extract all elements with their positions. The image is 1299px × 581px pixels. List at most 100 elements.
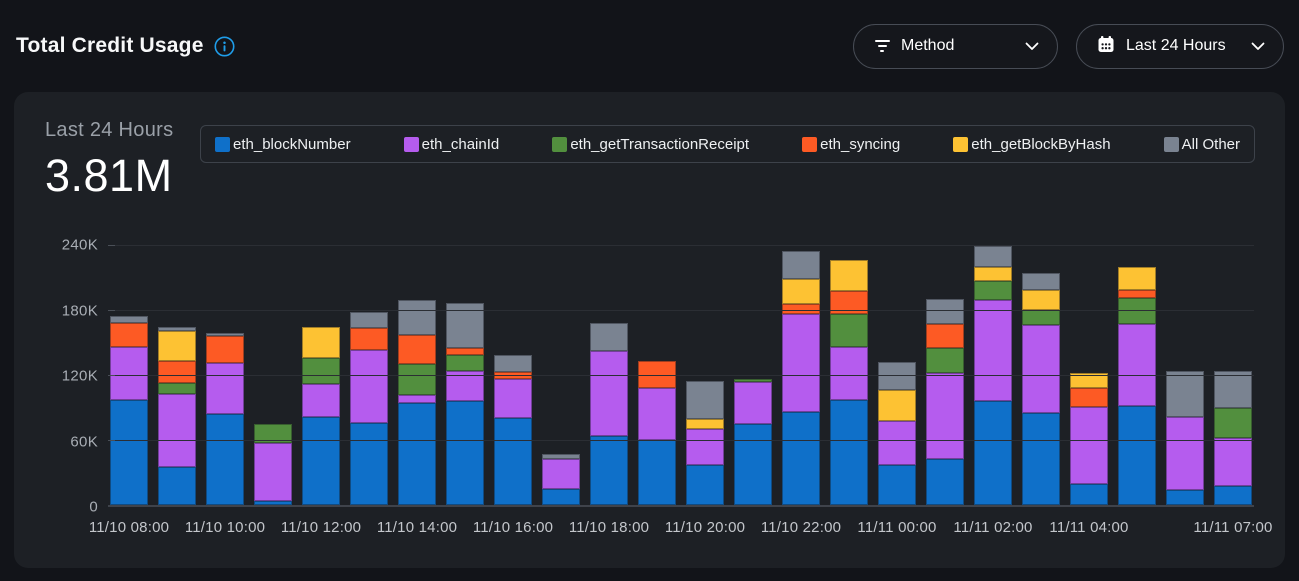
bar-segment[interactable] — [1070, 484, 1108, 505]
bar-segment[interactable] — [350, 423, 388, 505]
bar-segment[interactable] — [302, 357, 340, 384]
bar-segment[interactable] — [1166, 416, 1204, 490]
bar-segment[interactable] — [1022, 413, 1060, 505]
bar-segment[interactable] — [686, 380, 724, 419]
bar-segment[interactable] — [1118, 323, 1156, 406]
bar-segment[interactable] — [110, 400, 148, 505]
bar-11-11-05-00[interactable] — [1118, 267, 1156, 505]
bar-11-10-18-00[interactable] — [590, 322, 628, 505]
bar-segment[interactable] — [446, 347, 484, 356]
bar-segment[interactable] — [830, 291, 868, 314]
bar-segment[interactable] — [638, 439, 676, 505]
bar-segment[interactable] — [1022, 324, 1060, 414]
bar-segment[interactable] — [878, 464, 916, 505]
bar-segment[interactable] — [782, 304, 820, 314]
bar-segment[interactable] — [350, 349, 388, 424]
bar-segment[interactable] — [398, 394, 436, 404]
bar-segment[interactable] — [110, 316, 148, 323]
bar-segment[interactable] — [1166, 489, 1204, 505]
bar-11-10-20-00[interactable] — [686, 380, 724, 505]
bar-segment[interactable] — [1070, 372, 1108, 389]
bar-segment[interactable] — [1070, 388, 1108, 407]
bar-segment[interactable] — [638, 360, 676, 389]
bar-segment[interactable] — [782, 279, 820, 305]
bar-11-10-13-00[interactable] — [350, 311, 388, 505]
bar-segment[interactable] — [302, 416, 340, 505]
bar-11-10-09-00[interactable] — [158, 327, 196, 505]
bar-segment[interactable] — [1070, 406, 1108, 485]
bar-segment[interactable] — [302, 327, 340, 358]
bar-segment[interactable] — [158, 331, 196, 361]
bar-segment[interactable] — [830, 400, 868, 505]
bar-segment[interactable] — [926, 298, 964, 324]
bar-11-11-04-00[interactable] — [1070, 372, 1108, 505]
bar-11-10-22-00[interactable] — [782, 250, 820, 505]
bar-segment[interactable] — [1118, 289, 1156, 298]
bar-segment[interactable] — [734, 424, 772, 505]
bar-segment[interactable] — [830, 313, 868, 347]
bar-segment[interactable] — [158, 360, 196, 383]
bar-segment[interactable] — [254, 500, 292, 505]
bar-11-11-06-00[interactable] — [1166, 370, 1204, 505]
bar-segment[interactable] — [398, 364, 436, 395]
bar-segment[interactable] — [1166, 370, 1204, 417]
info-icon[interactable] — [214, 36, 235, 57]
bar-segment[interactable] — [158, 466, 196, 505]
bar-segment[interactable] — [542, 453, 580, 460]
bar-segment[interactable] — [1022, 289, 1060, 310]
bar-segment[interactable] — [590, 436, 628, 505]
bar-segment[interactable] — [1214, 407, 1252, 439]
bar-segment[interactable] — [686, 464, 724, 505]
bar-segment[interactable] — [590, 322, 628, 352]
bar-11-10-15-00[interactable] — [446, 303, 484, 505]
bar-segment[interactable] — [926, 372, 964, 460]
bar-segment[interactable] — [878, 390, 916, 421]
bar-segment[interactable] — [1214, 438, 1252, 487]
bar-11-10-08-00[interactable] — [110, 316, 148, 505]
bar-segment[interactable] — [398, 299, 436, 335]
legend-item[interactable]: eth_getBlockByHash — [953, 136, 1111, 153]
bar-segment[interactable] — [158, 382, 196, 394]
time-range-dropdown[interactable]: Last 24 Hours — [1076, 23, 1284, 69]
bar-segment[interactable] — [782, 412, 820, 505]
bar-11-11-01-00[interactable] — [926, 298, 964, 505]
bar-segment[interactable] — [1214, 370, 1252, 408]
bar-segment[interactable] — [350, 328, 388, 350]
bar-segment[interactable] — [542, 488, 580, 505]
bar-segment[interactable] — [878, 362, 916, 391]
bar-segment[interactable] — [1022, 272, 1060, 290]
bar-segment[interactable] — [494, 355, 532, 372]
bar-segment[interactable] — [1118, 405, 1156, 505]
bar-segment[interactable] — [446, 401, 484, 505]
bar-11-10-16-00[interactable] — [494, 355, 532, 505]
bar-segment[interactable] — [686, 418, 724, 429]
bar-segment[interactable] — [782, 250, 820, 280]
bar-segment[interactable] — [158, 393, 196, 467]
bar-segment[interactable] — [254, 424, 292, 443]
legend-item[interactable]: eth_syncing — [802, 136, 900, 153]
bar-segment[interactable] — [1214, 486, 1252, 505]
bar-segment[interactable] — [974, 267, 1012, 282]
legend-item[interactable]: All Other — [1163, 136, 1240, 153]
bar-segment[interactable] — [350, 311, 388, 329]
bar-segment[interactable] — [878, 420, 916, 465]
legend-item[interactable]: eth_blockNumber — [215, 136, 351, 153]
bar-segment[interactable] — [206, 414, 244, 505]
bar-11-10-11-00[interactable] — [254, 424, 292, 505]
bar-11-10-12-00[interactable] — [302, 327, 340, 505]
bar-segment[interactable] — [974, 281, 1012, 300]
bar-segment[interactable] — [926, 323, 964, 348]
bar-segment[interactable] — [1022, 309, 1060, 325]
bar-segment[interactable] — [1118, 267, 1156, 290]
method-filter-dropdown[interactable]: Method — [853, 23, 1058, 69]
bar-segment[interactable] — [206, 363, 244, 415]
bar-11-10-17-00[interactable] — [542, 453, 580, 505]
bar-11-11-03-00[interactable] — [1022, 272, 1060, 505]
bar-11-10-10-00[interactable] — [206, 332, 244, 505]
bar-segment[interactable] — [974, 246, 1012, 268]
bar-segment[interactable] — [830, 346, 868, 401]
bar-segment[interactable] — [830, 260, 868, 292]
legend-item[interactable]: eth_chainId — [403, 136, 499, 153]
bar-segment[interactable] — [110, 322, 148, 347]
bar-segment[interactable] — [206, 332, 244, 336]
